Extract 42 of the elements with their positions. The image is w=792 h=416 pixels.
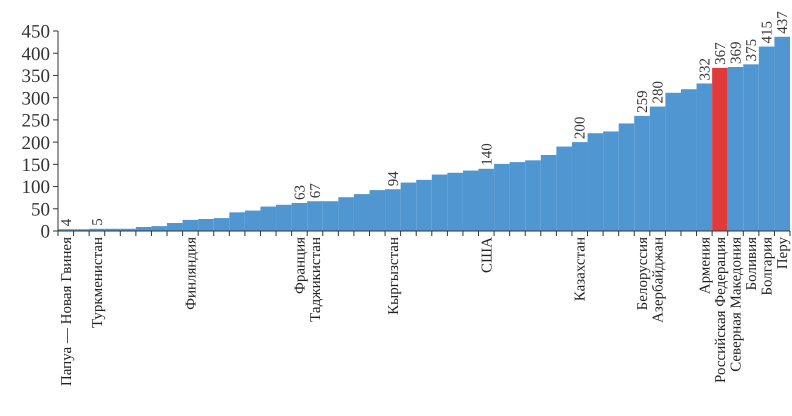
data-label: 375 (744, 38, 760, 62)
data-label: 63 (292, 185, 308, 200)
x-tick-label: США (479, 236, 496, 273)
y-tick-label: 450 (22, 22, 50, 43)
data-label: 332 (697, 58, 714, 80)
x-tick-label: Болгария (760, 236, 776, 296)
x-tick-label: Перу (775, 236, 792, 270)
data-label: 369 (728, 42, 744, 64)
x-tick-label: Белоруссия (635, 236, 652, 310)
x-tick-label: Туркменистан (90, 237, 106, 328)
x-tick-label: Финляндия (183, 236, 200, 310)
x-tick-label: Боливия (744, 236, 760, 290)
data-label: 437 (775, 10, 792, 34)
data-label: 5 (90, 218, 106, 226)
y-tick-label: 350 (22, 66, 50, 88)
x-tick-label: Таджикистан (308, 237, 324, 322)
y-tick-label: 50 (31, 199, 50, 220)
y-tick-label: 100 (22, 177, 50, 198)
data-label: 259 (635, 90, 652, 113)
x-tick-label: Кыргызстан (386, 237, 402, 315)
y-tick-label: 150 (22, 154, 50, 176)
x-tick-label: Российская Федерация (712, 236, 729, 383)
y-tick-label: 250 (22, 110, 50, 132)
y-tick-label: 200 (22, 132, 50, 154)
x-tick-label: Армения (697, 236, 714, 294)
data-label: 4 (58, 218, 75, 226)
data-label: 200 (572, 116, 589, 140)
y-tick-label: 400 (22, 44, 50, 65)
data-label: 140 (479, 143, 496, 166)
y-tick-label: 300 (22, 88, 50, 110)
bar (712, 68, 728, 231)
x-tick-label: Франция (292, 236, 308, 294)
data-label: 280 (650, 81, 667, 104)
x-tick-label: Азербайджан (650, 237, 667, 323)
x-tick-label: Северная Македония (728, 236, 744, 372)
data-label: 367 (712, 42, 729, 65)
data-label: 94 (386, 170, 402, 186)
y-tick-label: 0 (40, 222, 50, 243)
data-label: 415 (760, 21, 776, 44)
x-tick-label: Папуа — Новая Гвинея (58, 236, 75, 386)
x-tick-label: Казахстан (572, 237, 589, 302)
data-label: 67 (308, 182, 324, 198)
